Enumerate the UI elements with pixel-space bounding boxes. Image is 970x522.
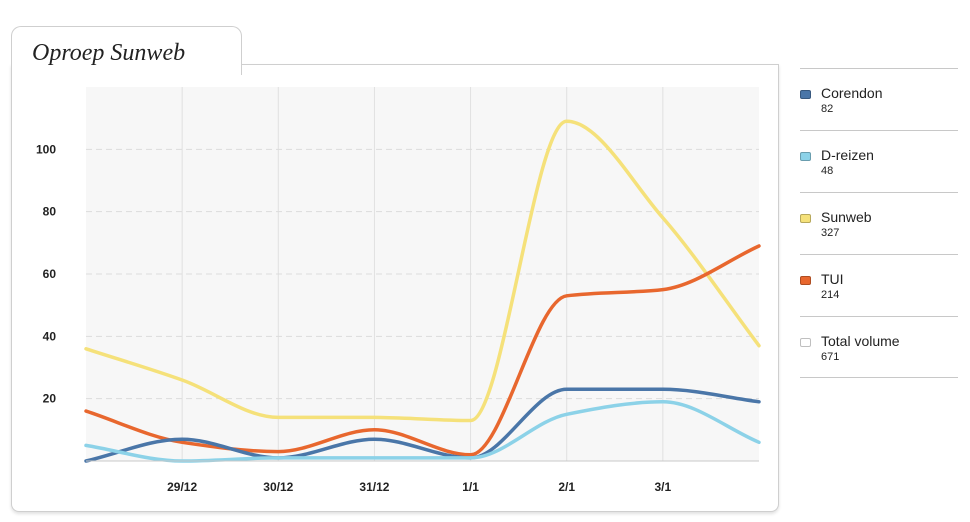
- axis-layer: 29/12 30/12 31/12 1/1 2/1 3/1 20 40 60 80 100: [36, 142, 759, 494]
- legend-item-total-volume[interactable]: Total volume 671: [800, 316, 958, 378]
- chart-tab: Oproep Sunweb: [11, 26, 242, 75]
- legend-item-sunweb[interactable]: Sunweb 327: [800, 192, 958, 254]
- legend: Corendon 82 D-reizen 48 Sunweb 327 TUI 214 Total…: [800, 68, 958, 378]
- series-line-tui: [84, 244, 761, 457]
- y-tick-label: 40: [43, 329, 57, 343]
- legend-count: 671: [821, 351, 840, 363]
- x-tick-label: 3/1: [655, 480, 672, 494]
- legend-label: Sunweb: [821, 209, 872, 225]
- x-tick-label: 30/12: [263, 480, 293, 494]
- panel-top-border: [240, 64, 778, 65]
- legend-swatch: [800, 90, 811, 99]
- x-tick-label: 2/1: [558, 480, 575, 494]
- series-line-corendon: [84, 387, 761, 463]
- legend-count: 48: [821, 165, 834, 177]
- y-tick-label: 60: [43, 267, 57, 281]
- y-tick-label: 80: [43, 205, 57, 219]
- legend-label: Corendon: [821, 85, 883, 101]
- legend-count: 327: [821, 227, 840, 239]
- legend-item-d-reizen[interactable]: D-reizen 48: [800, 130, 958, 192]
- legend-count: 214: [821, 289, 840, 301]
- legend-swatch: [800, 152, 811, 161]
- legend-swatch: [800, 214, 811, 223]
- legend-label: Total volume: [821, 333, 900, 349]
- x-tick-label: 1/1: [462, 480, 479, 494]
- legend-item-corendon[interactable]: Corendon 82: [800, 68, 958, 130]
- chart-title: Oproep Sunweb: [32, 40, 186, 66]
- legend-swatch: [800, 338, 811, 347]
- legend-item-tui[interactable]: TUI 214: [800, 254, 958, 316]
- series-line-sunweb: [84, 119, 761, 423]
- legend-label: D-reizen: [821, 147, 874, 163]
- y-tick-label: 20: [43, 392, 57, 406]
- y-tick-label: 100: [36, 142, 56, 156]
- x-tick-label: 31/12: [359, 480, 389, 494]
- legend-label: TUI: [821, 271, 844, 287]
- legend-swatch: [800, 276, 811, 285]
- grid-lines: [86, 87, 759, 461]
- legend-count: 82: [821, 103, 834, 115]
- x-tick-label: 29/12: [167, 480, 197, 494]
